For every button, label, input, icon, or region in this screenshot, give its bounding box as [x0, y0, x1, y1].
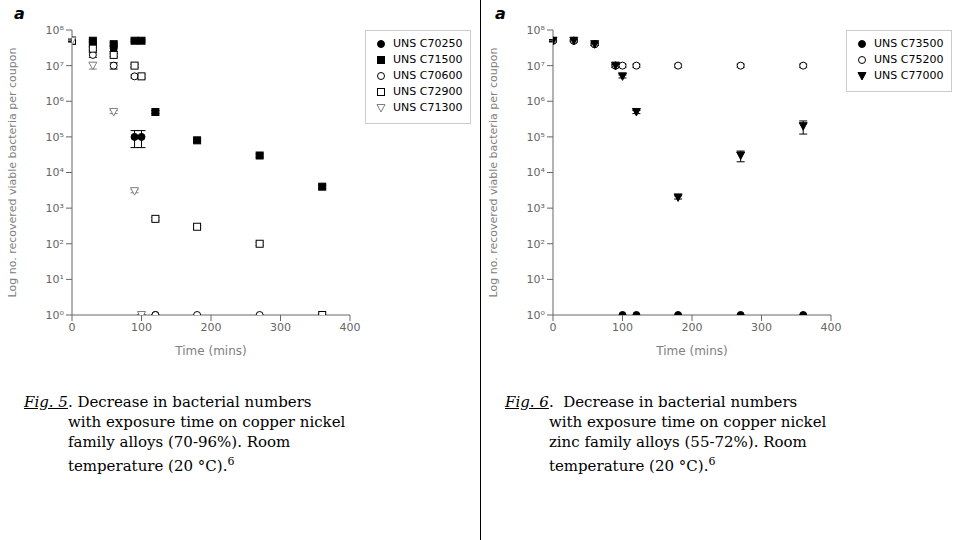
svg-text:10⁶: 10⁶	[46, 95, 65, 108]
html-text:UNS C72900: UNS C72900	[393, 85, 463, 98]
svg-text:10³: 10³	[527, 202, 545, 215]
svg-text:100: 100	[131, 321, 152, 334]
svg-text:10¹: 10¹	[527, 273, 545, 286]
html-text:UNS C77000: UNS C77000	[874, 69, 944, 82]
svg-text:Log no. recovered viable bacte: Log no. recovered viable bacteria per co…	[8, 48, 19, 298]
svg-text:Time (mins): Time (mins)	[174, 344, 246, 358]
html-text:UNS C71500: UNS C71500	[393, 53, 463, 66]
html-text:Fig. 6. Decrease in bacterial: Fig. 6. Decrease in bacterial numbers wi…	[505, 393, 827, 475]
html-text:Fig. 5. Decrease in bacterial: Fig. 5. Decrease in bacterial numbers wi…	[24, 393, 346, 475]
svg-text:Time (mins): Time (mins)	[655, 344, 727, 358]
svg-text:10⁵: 10⁵	[46, 131, 64, 144]
html-text:UNS C75200: UNS C75200	[874, 53, 944, 66]
svg-text:200: 200	[682, 321, 703, 334]
svg-text:Log no. recovered viable bacte: Log no. recovered viable bacteria per co…	[487, 48, 500, 298]
svg-text:10³: 10³	[46, 202, 64, 215]
svg-text:10⁴: 10⁴	[527, 166, 546, 179]
svg-text:10⁶: 10⁶	[527, 95, 546, 108]
svg-text:200: 200	[201, 321, 222, 334]
html-text:UNS C71300: UNS C71300	[393, 101, 463, 114]
svg-text:10⁰: 10⁰	[527, 309, 546, 322]
svg-text:10⁴: 10⁴	[46, 166, 65, 179]
svg-text:10²: 10²	[46, 238, 64, 251]
svg-text:400: 400	[340, 321, 361, 334]
svg-text:10⁸: 10⁸	[527, 24, 546, 37]
html-text:a: a	[495, 4, 506, 23]
svg-text:300: 300	[751, 321, 772, 334]
svg-text:10⁷: 10⁷	[527, 60, 545, 73]
svg-text:10¹: 10¹	[46, 273, 64, 286]
svg-text:300: 300	[270, 321, 291, 334]
svg-text:10²: 10²	[527, 238, 545, 251]
html-text:UNS C73500: UNS C73500	[874, 37, 944, 50]
svg-text:10⁷: 10⁷	[46, 60, 64, 73]
svg-text:0: 0	[69, 321, 76, 334]
svg-text:10⁸: 10⁸	[46, 24, 65, 37]
svg-text:0: 0	[550, 321, 557, 334]
html-text:a: a	[14, 4, 25, 23]
svg-text:10⁰: 10⁰	[46, 309, 65, 322]
html-text:UNS C70250: UNS C70250	[393, 37, 463, 50]
html-text:UNS C70600: UNS C70600	[393, 69, 463, 82]
svg-text:400: 400	[821, 321, 842, 334]
svg-text:10⁵: 10⁵	[527, 131, 545, 144]
svg-text:100: 100	[612, 321, 633, 334]
